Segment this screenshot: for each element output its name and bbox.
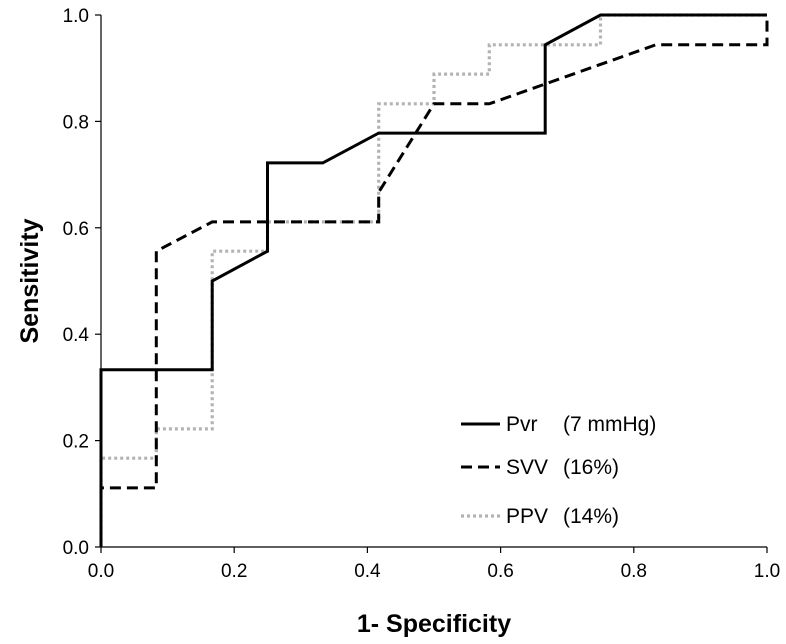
series-line-ppv	[101, 15, 767, 547]
y-axis-ticks: 0.0 0.2 0.4 0.6 0.8 1.0	[63, 6, 101, 559]
series-layer	[101, 15, 767, 547]
series-line-svv	[101, 15, 767, 547]
legend-series-name: SVV	[506, 456, 548, 479]
y-tick-label: 0.2	[63, 432, 89, 453]
legend-item-pvr: Pvr (7 mmHg)	[461, 413, 656, 436]
x-tick-label: 0.4	[354, 561, 381, 582]
y-axis-title: Sensitivity	[16, 218, 44, 343]
y-tick-label: 0.8	[63, 112, 89, 133]
x-axis-ticks: 0.0 0.2 0.4 0.6 0.8 1.0	[88, 547, 780, 582]
y-tick-label: 0.4	[63, 325, 90, 346]
legend-series-name: PPV	[506, 505, 548, 528]
legend-item-ppv: PPV (14%)	[461, 505, 619, 528]
legend-cutoff: (16%)	[563, 456, 619, 479]
x-tick-label: 0.6	[487, 561, 513, 582]
series-line-pvr	[101, 15, 767, 547]
plot-area: 0.0 0.2 0.4 0.6 0.8 1.0 0.0 0.2 0.4 0.6 0.8 1.0	[63, 6, 781, 582]
y-tick-label: 0.0	[63, 538, 89, 559]
x-tick-label: 0.0	[88, 561, 114, 582]
x-tick-label: 1.0	[754, 561, 780, 582]
legend-item-svv: SVV (16%)	[461, 456, 619, 479]
y-tick-label: 1.0	[63, 6, 89, 27]
legend-series-name: Pvr	[506, 413, 538, 436]
legend-cutoff: (7 mmHg)	[563, 413, 656, 436]
x-tick-label: 0.2	[221, 561, 247, 582]
x-tick-label: 0.8	[621, 561, 647, 582]
legend-cutoff: (14%)	[563, 505, 619, 528]
x-axis-title: 1- Specificity	[357, 610, 511, 638]
y-tick-label: 0.6	[63, 219, 89, 240]
legend: Pvr (7 mmHg) SVV (16%) PPV (14%)	[461, 413, 656, 528]
